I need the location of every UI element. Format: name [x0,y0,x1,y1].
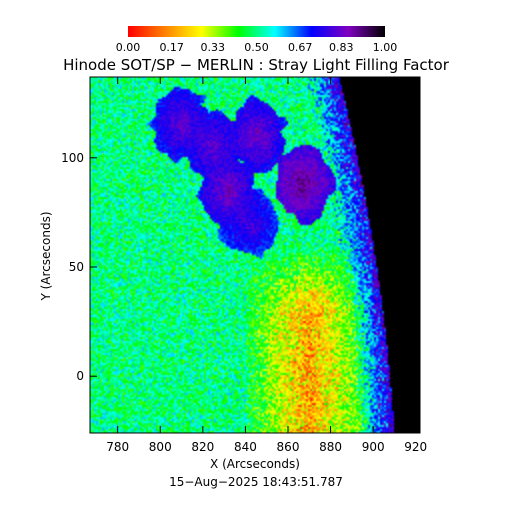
x-tick-label: 880 [319,440,342,454]
x-tick-label: 860 [277,440,300,454]
colorbar-tick-label: 0.00 [116,41,141,54]
timestamp-footer: 15−Aug−2025 18:43:51.787 [169,475,343,489]
heatmap-image [90,77,420,433]
colorbar-tick-labels: 0.00 0.17 0.33 0.50 0.67 0.83 1.00 [116,41,398,54]
colorbar-tick-label: 0.17 [159,41,184,54]
y-tick-label: 100 [61,151,84,165]
colorbar-tick-label: 1.00 [373,41,398,54]
chart-title: Hinode SOT/SP − MERLIN : Stray Light Fil… [63,56,450,74]
colorbar-tick-label: 0.67 [288,41,313,54]
colorbar [128,26,385,37]
colorbar-tick-label: 0.50 [244,41,269,54]
x-tick-label: 800 [149,440,172,454]
x-tick-label: 780 [106,440,129,454]
y-tick-label: 50 [69,260,84,274]
x-tick-label: 820 [191,440,214,454]
colorbar-tick-label: 0.83 [329,41,354,54]
x-tick-label: 900 [362,440,385,454]
y-tick-label: 0 [76,369,84,383]
plot-frame [89,76,421,434]
y-axis-label: Y (Arcseconds) [39,211,53,301]
x-tick-label: 840 [234,440,257,454]
colorbar-tick-label: 0.33 [201,41,226,54]
x-tick-label: 920 [404,440,427,454]
x-axis-label: X (Arcseconds) [210,457,300,471]
x-axis-ticks: 780 800 820 840 860 880 900 920 [106,77,427,454]
y-axis-ticks: 0 50 100 [61,151,420,383]
